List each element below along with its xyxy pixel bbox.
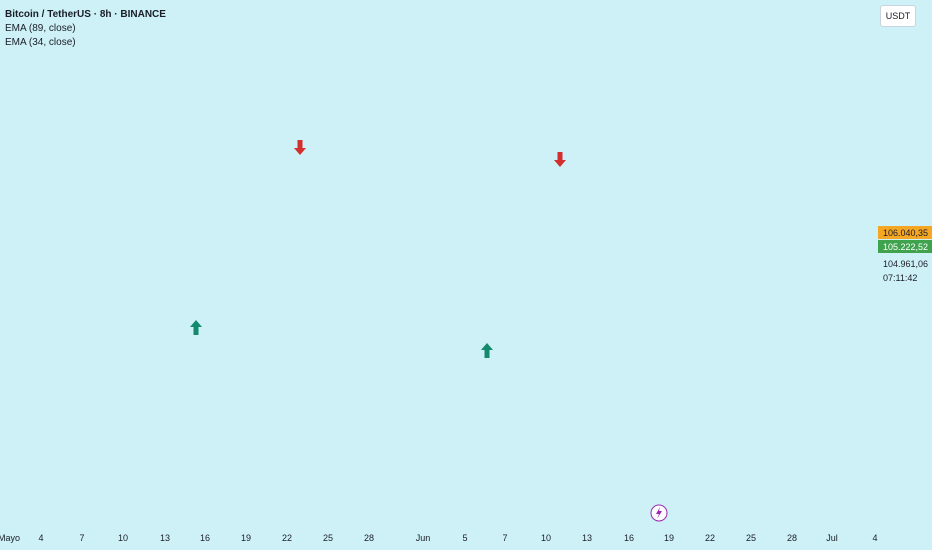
x-tick-label: 19 [664, 533, 674, 543]
x-tick-label: 28 [364, 533, 374, 543]
svg-text:105.222,52: 105.222,52 [883, 242, 928, 252]
arrow-down-icon[interactable] [294, 140, 306, 155]
svg-text:07:11:42: 07:11:42 [883, 273, 917, 283]
arrow-down-icon[interactable] [554, 152, 566, 167]
x-tick-label: 13 [582, 533, 592, 543]
ema89-price-label: 105.222,52 [878, 240, 932, 253]
x-tick-label: 22 [282, 533, 292, 543]
svg-text:106.040,35: 106.040,35 [883, 228, 928, 238]
annotation-arrows [190, 140, 566, 358]
x-tick-label: 28 [787, 533, 797, 543]
x-tick-label: 13 [160, 533, 170, 543]
price-labels: 106.040,35 105.222,52 104.961,06 07:11:42 [878, 226, 932, 284]
x-tick-label: Jun [416, 533, 431, 543]
ema34-legend[interactable]: EMA (34, close) [5, 37, 76, 48]
chart-legend: Bitcoin / TetherUS · 8h · BINANCE EMA (8… [5, 8, 166, 50]
x-tick-label: Jul [826, 533, 838, 543]
x-tick-label: 4 [872, 533, 877, 543]
x-tick-label: 10 [541, 533, 551, 543]
countdown-label: 07:11:42 [878, 271, 932, 284]
arrow-up-icon[interactable] [481, 343, 493, 358]
ema34-price-label: 106.040,35 [878, 226, 932, 239]
svg-text:104.961,06: 104.961,06 [883, 259, 928, 269]
lightning-icon [656, 507, 662, 519]
x-tick-label: 7 [79, 533, 84, 543]
ema89-legend[interactable]: EMA (89, close) [5, 23, 76, 34]
time-axis[interactable]: Mayo 4 7 10 13 16 19 22 25 28 Jun 5 7 10 13 16 19 22 25 28 J… [0, 533, 878, 543]
x-tick-label: 16 [624, 533, 634, 543]
x-tick-label: 25 [746, 533, 756, 543]
last-price-label: 104.961,06 [878, 257, 932, 270]
x-tick-label: 19 [241, 533, 251, 543]
currency-badge[interactable]: USDT [880, 5, 916, 27]
x-tick-label: Mayo [0, 533, 20, 543]
event-badge[interactable] [650, 504, 668, 522]
symbol-title[interactable]: Bitcoin / TetherUS · 8h · BINANCE [5, 9, 166, 20]
arrow-up-icon[interactable] [190, 320, 202, 335]
x-tick-label: 5 [462, 533, 467, 543]
x-tick-label: 4 [38, 533, 43, 543]
x-tick-label: 16 [200, 533, 210, 543]
x-tick-label: 10 [118, 533, 128, 543]
x-tick-label: 22 [705, 533, 715, 543]
x-tick-label: 25 [323, 533, 333, 543]
x-tick-label: 7 [502, 533, 507, 543]
